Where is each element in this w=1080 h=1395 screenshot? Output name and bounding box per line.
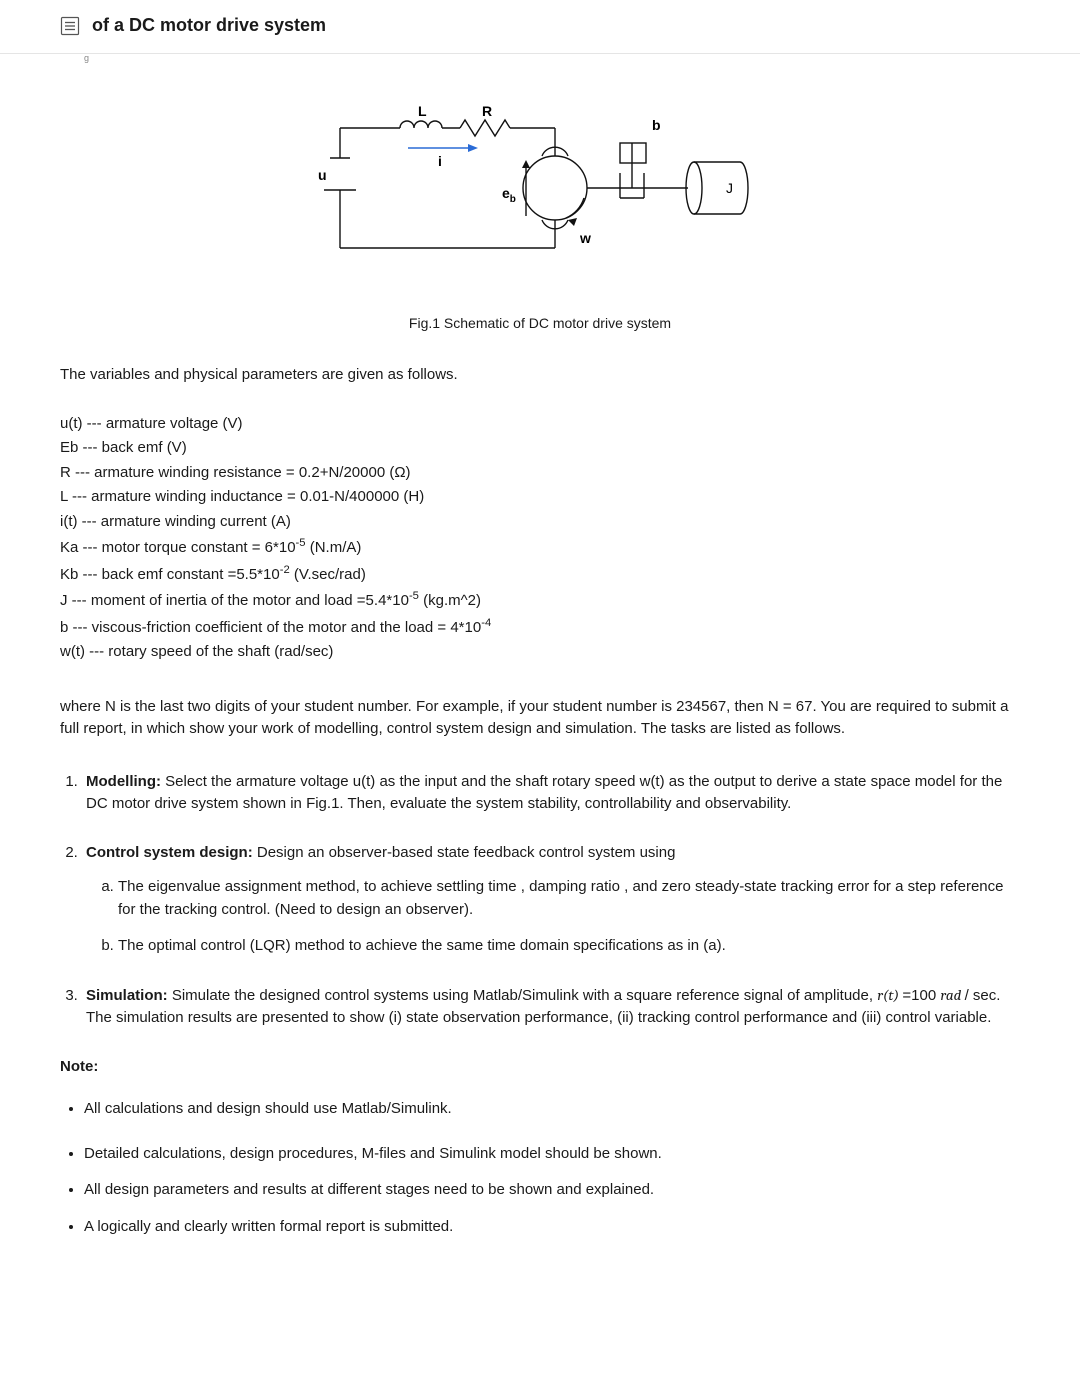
label-i: i [438,153,442,169]
label-u: u [318,167,327,183]
figure-1: L R b u i eb w J Fig.1 Schematic of DC m… [60,98,1020,335]
param-u: u(t) --- armature voltage (V) [60,413,1020,436]
param-R: R --- armature winding resistance = 0.2+… [60,462,1020,485]
task-list: Modelling: Select the armature voltage u… [60,771,1020,1030]
task-3-math-r: r(t) [877,986,902,1004]
note-3: All design parameters and results at dif… [84,1179,1020,1202]
task-1: Modelling: Select the armature voltage u… [82,771,1020,816]
schematic-svg: L R b u i eb w J [310,98,770,296]
note-2: Detailed calculations, design procedures… [84,1143,1020,1166]
document-body: L R b u i eb w J Fig.1 Schematic of DC m… [0,86,1080,1293]
param-L: L --- armature winding inductance = 0.01… [60,486,1020,509]
page-title: of a DC motor drive system [92,12,326,39]
note-list: All calculations and design should use M… [60,1098,1020,1238]
task-3: Simulation: Simulate the designed contro… [82,984,1020,1030]
label-R: R [482,103,492,119]
param-i: i(t) --- armature winding current (A) [60,511,1020,534]
figure-caption: Fig.1 Schematic of DC motor drive system [60,313,1020,334]
task-3-lead: Simulation: [86,987,168,1004]
task-1-lead: Modelling: [86,773,161,790]
task-2: Control system design: Design an observe… [82,842,1020,958]
param-w: w(t) --- rotary speed of the shaft (rad/… [60,641,1020,664]
param-Ka: Ka --- motor torque constant = 6*10-5 (N… [60,535,1020,560]
task-2-lead: Control system design: [86,844,253,861]
param-Kb: Kb --- back emf constant =5.5*10-2 (V.se… [60,562,1020,587]
param-b: b --- viscous-friction coefficient of th… [60,615,1020,640]
task-2-body: Design an observer-based state feedback … [253,844,676,861]
where-paragraph: where N is the last two digits of your s… [60,696,1020,741]
menu-icon[interactable] [60,16,80,36]
task-3-math-sec: / sec [965,987,997,1004]
parameter-list: u(t) --- armature voltage (V) Eb --- bac… [60,413,1020,664]
label-eb: eb [502,185,516,205]
param-Eb: Eb --- back emf (V) [60,437,1020,460]
label-J: J [726,180,733,196]
label-b: b [652,117,661,133]
task-2b: The optimal control (LQR) method to achi… [118,935,1020,958]
top-bar: of a DC motor drive system [0,0,1080,54]
task-3-math-rad: rad [940,986,964,1004]
task-2a: The eigenvalue assignment method, to ach… [118,876,1020,921]
clipped-text: g [0,52,1080,66]
note-heading: Note: [60,1056,1020,1079]
label-L: L [418,103,427,119]
param-J: J --- moment of inertia of the motor and… [60,588,1020,613]
note-4: A logically and clearly written formal r… [84,1216,1020,1239]
note-1: All calculations and design should use M… [84,1098,1020,1121]
label-w: w [579,230,591,246]
task-2-subtasks: The eigenvalue assignment method, to ach… [86,876,1020,958]
task-1-body: Select the armature voltage u(t) as the … [86,773,1002,813]
task-3-body-pre: Simulate the designed control systems us… [168,987,878,1004]
task-3-math-eq: =100 [902,987,940,1004]
intro-paragraph: The variables and physical parameters ar… [60,364,1020,387]
